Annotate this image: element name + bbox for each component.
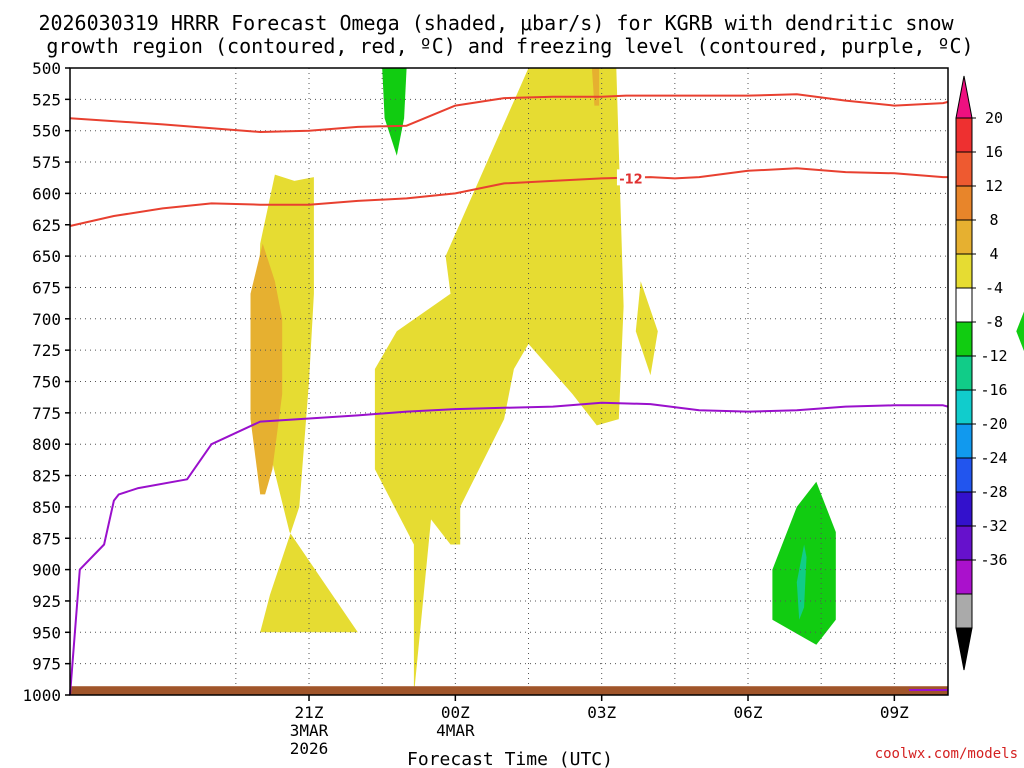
- colorbar-label-9: -16: [980, 381, 1007, 399]
- y-tick-label-625: 625: [32, 216, 61, 235]
- colorbar-segment-2: [955, 151, 973, 187]
- y-tick-label-775: 775: [32, 404, 61, 423]
- contour-line-3: [69, 401, 949, 696]
- omega-region-2: [374, 68, 624, 695]
- surface-band: [70, 686, 948, 695]
- colorbar-label-2: 16: [985, 143, 1003, 161]
- y-tick-label-800: 800: [32, 435, 61, 454]
- y-tick-label-700: 700: [32, 310, 61, 329]
- y-tick-label-900: 900: [32, 561, 61, 580]
- contour-label-bg: [616, 169, 645, 186]
- colorbar-label-4: 8: [989, 211, 998, 229]
- x-tick-date-2: 4MAR: [436, 721, 475, 740]
- colorbar-segment-14: [955, 559, 973, 595]
- colorbar-segment-12: [955, 491, 973, 527]
- colorbar-segment-7: [955, 321, 973, 357]
- y-tick-label-925: 925: [32, 592, 61, 611]
- colorbar-label-7: -8: [985, 313, 1003, 331]
- colorbar-segment-6: [955, 287, 973, 323]
- colorbar-label-13: -32: [980, 517, 1007, 535]
- y-tick-label-575: 575: [32, 153, 61, 172]
- omega-region-6: [382, 68, 407, 156]
- colorbar-label-8: -12: [980, 347, 1007, 365]
- y-tick-label-825: 825: [32, 467, 61, 486]
- x-tick-year-1: 2026: [290, 739, 329, 758]
- colorbar-segment-9: [955, 389, 973, 425]
- contour-line-1: [69, 93, 949, 133]
- y-axis: 500 525 550 575 600 625 650 675 700 725 750 775 800 8…: [22, 59, 70, 705]
- colorbar-label-11: -24: [980, 449, 1007, 467]
- colorbar-segment-4: [955, 219, 973, 255]
- colorbar-label-6: -4: [985, 279, 1003, 297]
- colorbar-segment-1: [955, 117, 973, 153]
- y-tick-label-750: 750: [32, 373, 61, 392]
- x-tick-label-4: 06Z: [734, 703, 763, 722]
- y-tick-label-600: 600: [32, 184, 61, 203]
- x-axis: 21Z3MAR202600Z4MAR03Z06Z09Z12Z: [290, 695, 909, 758]
- y-tick-label-975: 975: [32, 655, 61, 674]
- y-tick-label-500: 500: [32, 59, 61, 78]
- omega-region-9: [1016, 311, 1024, 352]
- x-tick-label-2: 00Z: [441, 703, 470, 722]
- contour-line-2: [69, 167, 948, 227]
- colorbar-segment-10: [955, 423, 973, 459]
- y-tick-label-1000: 1000: [22, 686, 61, 705]
- colorbar-segment-13: [955, 525, 973, 561]
- omega-region-8: [796, 544, 807, 620]
- colorbar: 20 16 12 8 4 -4 -8 -12 -16 -20 -24 -28 -32 -36: [955, 75, 1008, 671]
- y-tick-label-950: 950: [32, 623, 61, 642]
- chart-title-line1: 2026030319 HRRR Forecast Omega (shaded, …: [38, 11, 954, 35]
- colorbar-label-12: -28: [980, 483, 1007, 501]
- credit-text: coolwx.com/models: [875, 746, 1018, 762]
- colorbar-bottom-arrow: [955, 627, 973, 671]
- colorbar-top-arrow: [955, 75, 973, 119]
- colorbar-segment-11: [955, 457, 973, 493]
- y-tick-label-850: 850: [32, 498, 61, 517]
- omega-region-5: [635, 281, 658, 376]
- colorbar-segment-3: [955, 185, 973, 221]
- colorbar-segment-5: [955, 253, 973, 289]
- omega-region-3: [250, 243, 283, 495]
- x-tick-date-1: 3MAR: [290, 721, 329, 740]
- y-tick-label-650: 650: [32, 247, 61, 266]
- surface-terrain: [70, 686, 948, 695]
- y-tick-label-550: 550: [32, 122, 61, 141]
- x-axis-title: Forecast Time (UTC): [407, 749, 613, 768]
- omega-shading: [250, 68, 1024, 695]
- y-tick-label-725: 725: [32, 341, 61, 360]
- chart-title-line2: growth region (contoured, red, ºC) and f…: [46, 34, 973, 58]
- omega-region-1: [255, 174, 358, 633]
- y-tick-label-675: 675: [32, 278, 61, 297]
- contour-lines: -12: [69, 93, 949, 696]
- colorbar-label-1: 20: [985, 109, 1003, 127]
- colorbar-label-3: 12: [985, 177, 1003, 195]
- y-tick-label-875: 875: [32, 529, 61, 548]
- colorbar-label-10: -20: [980, 415, 1007, 433]
- colorbar-segment-15: [955, 593, 973, 629]
- x-tick-label-3: 03Z: [587, 703, 616, 722]
- x-tick-label-1: 21Z: [295, 703, 324, 722]
- colorbar-label-14: -36: [980, 551, 1007, 569]
- y-tick-label-525: 525: [32, 90, 61, 109]
- x-tick-label-5: 09Z: [880, 703, 909, 722]
- colorbar-segment-8: [955, 355, 973, 391]
- colorbar-label-5: 4: [989, 245, 998, 263]
- contour-label: -12: [619, 172, 643, 187]
